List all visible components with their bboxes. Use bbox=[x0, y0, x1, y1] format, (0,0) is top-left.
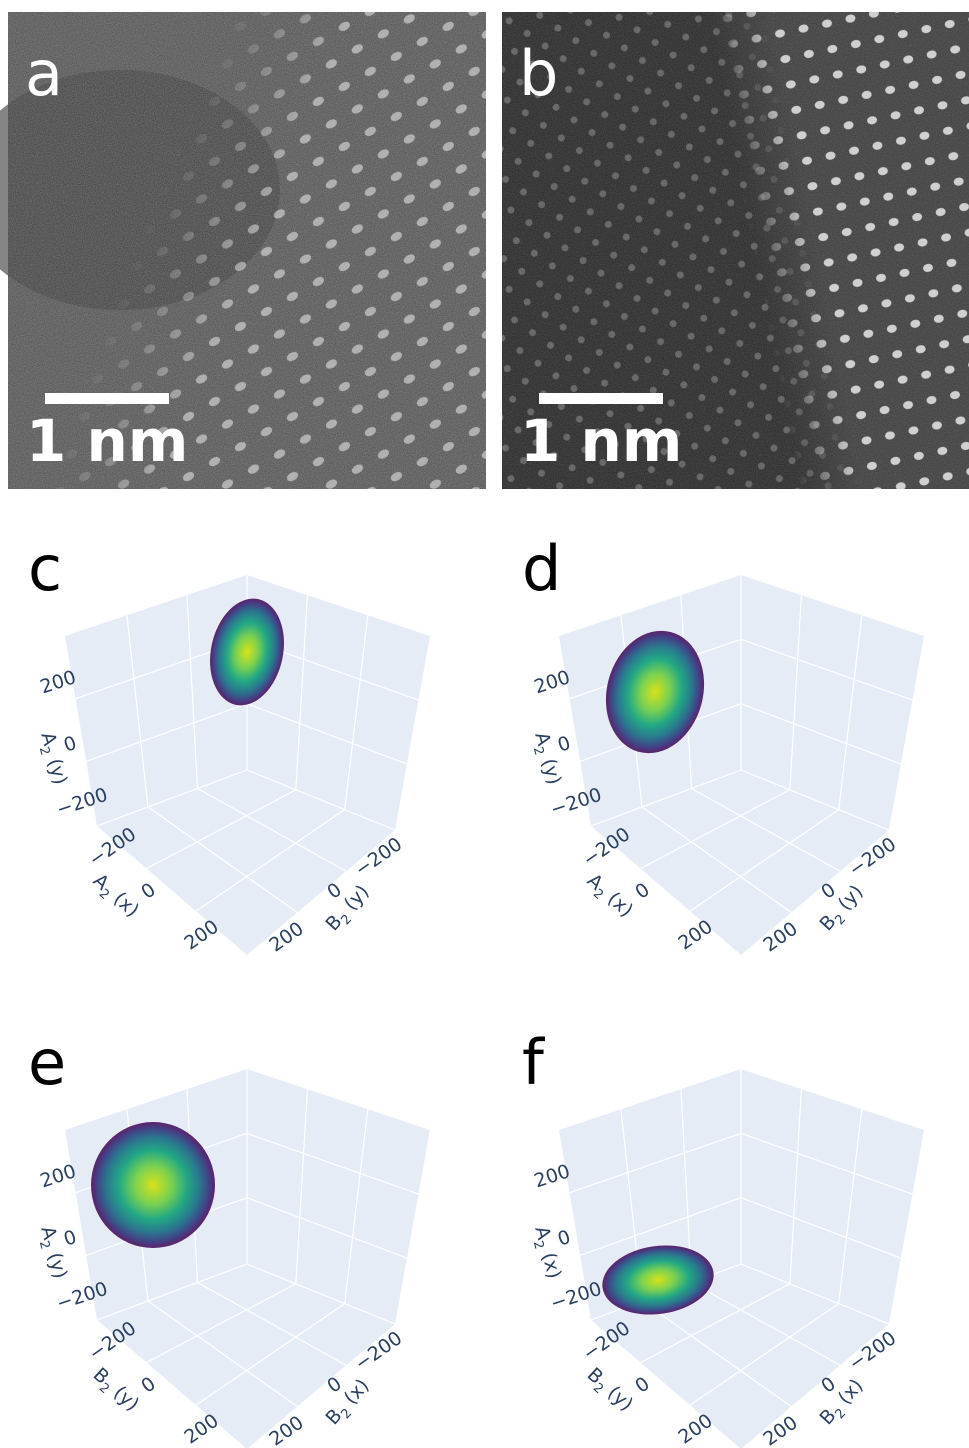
panel-label: e bbox=[28, 1026, 66, 1099]
tick-label: 200 bbox=[532, 666, 573, 698]
panel-label: d bbox=[522, 532, 561, 605]
tick-label: 0 bbox=[631, 1373, 654, 1398]
scale-bar-label: 1 nm bbox=[520, 407, 682, 475]
tick-label: 0 bbox=[137, 879, 160, 904]
tick-label: 0 bbox=[631, 879, 654, 904]
tick-label: 200 bbox=[532, 1160, 573, 1192]
scale-bar bbox=[539, 393, 663, 404]
scale-bar bbox=[45, 393, 169, 404]
axis-title: A2 (x) bbox=[580, 870, 637, 925]
tick-label: 200 bbox=[38, 1160, 79, 1192]
panel-label: f bbox=[522, 1026, 546, 1099]
axis-title: A2 (x) bbox=[86, 870, 143, 925]
density-blob bbox=[91, 1122, 215, 1248]
tick-label: 200 bbox=[38, 666, 79, 698]
axis-title: B2 (y) bbox=[580, 1363, 637, 1418]
tick-label: 0 bbox=[137, 1373, 160, 1398]
panel-label: c bbox=[28, 532, 62, 605]
scale-bar-label: 1 nm bbox=[26, 407, 188, 475]
figure: a1 nmb1 nmc2000−200A2 (y)−2000200A2 (x)−… bbox=[0, 0, 969, 1448]
axis-title: B2 (y) bbox=[86, 1363, 143, 1418]
panel-label: a bbox=[25, 37, 63, 110]
panel-label: b bbox=[519, 37, 558, 110]
